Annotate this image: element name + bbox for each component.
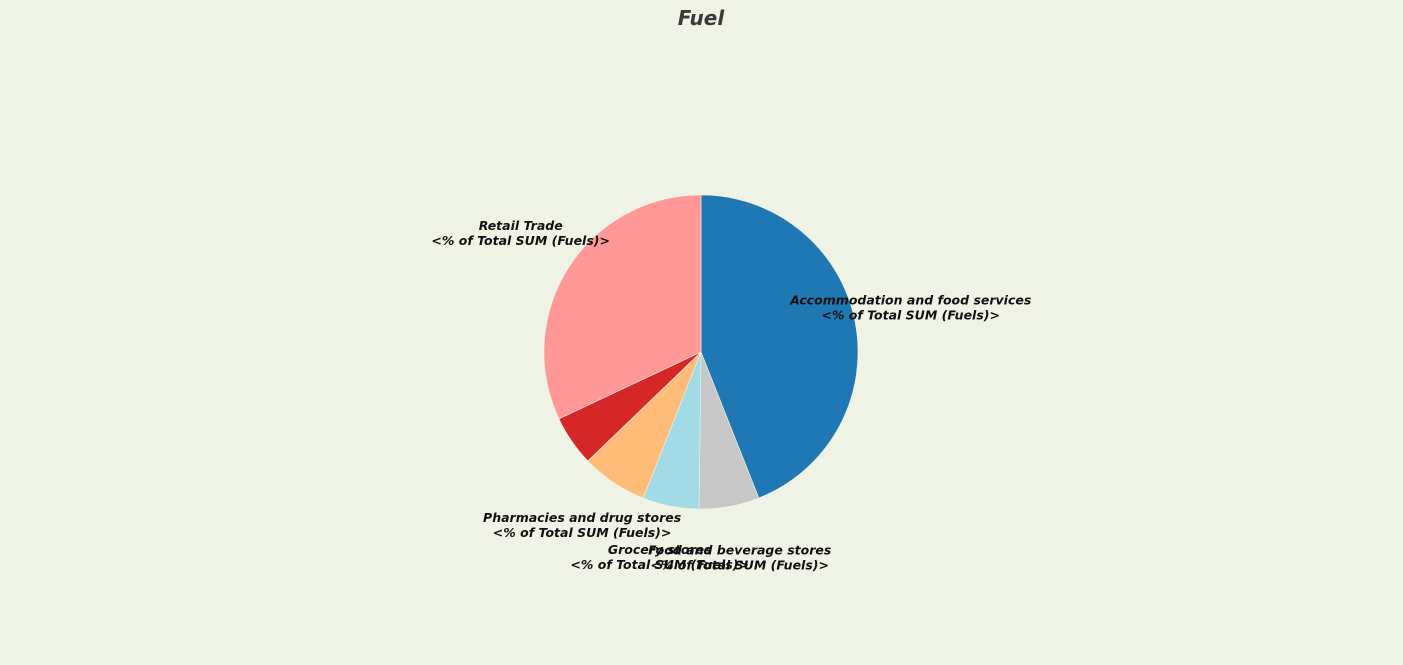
slice-label-measure: <% of Total SUM (Fuels)> — [821, 308, 1000, 323]
slice-label-name: Retail Trade — [479, 218, 563, 233]
slice-label-measure: <% of Total SUM (Fuels)> — [431, 233, 610, 248]
slice-label-name: Grocery stores — [608, 542, 712, 557]
slice-label-measure: <% of Total SUM (Fuels)> — [493, 525, 672, 540]
slice-label-grocery-stores: Grocery stores <% of Total SUM (Fuels)> — [570, 542, 749, 572]
chart-title: Fuel — [678, 6, 726, 30]
slice-label-name: Food and beverage stores — [648, 543, 831, 558]
slice-label-name: Accommodation and food services — [789, 293, 1031, 308]
slice-label-retail-trade: Retail Trade <% of Total SUM (Fuels)> — [431, 218, 610, 248]
slice-label-name: Pharmacies and drug stores — [483, 510, 681, 525]
slice-label-food-and-beverage-stores: Food and beverage stores <% of Total SUM … — [648, 543, 831, 573]
slice-label-measure: <% of Total SUM (Fuels)> — [650, 558, 829, 573]
pie-labels: Accommodation and food services <% of Tot… — [431, 218, 1031, 572]
pie-slice-retail-trade — [543, 194, 702, 420]
slice-label-accommodation-and-food-services: Accommodation and food services <% of Tot… — [789, 293, 1031, 323]
slice-label-pharmacies-and-drug-stores: Pharmacies and drug stores <% of Total SU… — [483, 510, 681, 540]
pie-slice-accommodation-and-food-services — [700, 194, 859, 499]
slice-label-measure: <% of Total SUM (Fuels)> — [570, 557, 749, 572]
pie-slices — [543, 194, 859, 510]
